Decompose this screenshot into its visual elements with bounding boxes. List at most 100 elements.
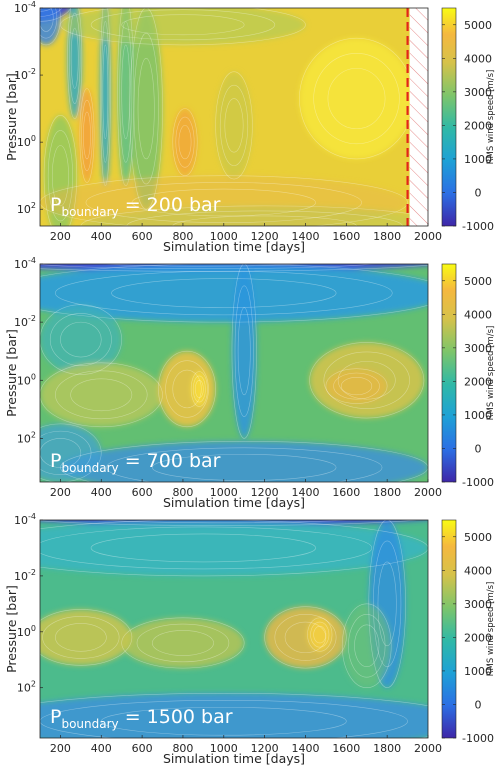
contour-line [40,692,428,738]
contour-line [172,108,198,176]
chart-panel-1: 200 400 600 800 1000 1200 1400 1600 1800 2000 10-… [0,0,500,256]
contour-line [43,115,78,226]
contour-line [354,624,380,668]
colorbar [442,520,456,738]
colorbar-title: RMS wind speed [m/s] [486,582,496,677]
contour-line [284,621,327,654]
x-tick-label: 400 [91,230,112,243]
contour-line [106,447,383,482]
colorbar-ticks: -1000 0 1000 2000 3000 4000 5000 [442,19,494,233]
colorbar-tick-label: -1000 [462,476,494,489]
contour-line [99,8,111,187]
x-tick-label: 1200 [251,230,279,243]
contour-line [70,27,79,89]
contour-line [81,99,93,171]
y-axis-title: Pressure [bar] [4,73,19,161]
contour-line [40,8,58,39]
contour-line [47,130,73,222]
x-tick-label: 1200 [251,486,279,499]
x-tick-label: 1600 [332,486,360,499]
contour-line [42,616,120,659]
contour-line [40,264,428,323]
heatmap-region-3 [40,304,122,375]
contour-line [40,8,54,32]
contour-line [192,375,206,403]
colorbar-tick-label: -1000 [462,732,494,745]
colorbar-tick-label: 5000 [464,531,492,544]
heatmap-region-12 [299,38,414,159]
excluded-region-hatch [409,8,428,226]
contour-line [60,321,102,358]
contour-line [340,377,373,396]
heatmap-region-11 [40,423,102,482]
boundary-annotation: Pboundary = 700 bar [50,450,221,475]
heatmap-region-3 [67,8,82,119]
y-tick-label: 10-2 [14,67,36,82]
contour-line [310,621,330,648]
contour-line [83,111,91,160]
contour-line [55,270,393,316]
heatmap-chart-3: 200 400 600 800 1000 1200 1400 1600 1800 2000 10-… [4,512,496,766]
contour-line [165,360,209,418]
contour-line [234,285,254,417]
contour-line [325,368,388,404]
y-tick-label: 10-2 [14,314,36,329]
contour-line [55,623,107,652]
contour-line [172,369,202,409]
contour-line [85,182,362,223]
heatmap-surface [40,8,428,226]
colorbar-frame [441,263,457,483]
x-tick-label: 1800 [373,742,401,755]
colorbar-tick-label: 5000 [464,19,492,32]
heatmap-region-7 [158,351,216,427]
x-tick-label: 200 [50,742,71,755]
colorbar [442,8,456,226]
heatmap-region-11 [172,108,198,176]
contour-line [158,350,216,428]
x-tick-label: 1400 [291,486,319,499]
colorbar-tick-label: 3000 [464,342,492,355]
y-tick-label: 102 [17,430,36,445]
contour-line [40,520,422,526]
colorbar-tick-label: 1000 [464,665,492,678]
contour-line [377,561,397,647]
contour-line [307,617,333,652]
heatmap-surface [40,264,428,482]
contour-line [67,8,83,119]
boundary-annotation: Pboundary = 1500 bar [50,706,233,731]
contour-line [40,264,377,270]
contour-line [40,175,408,226]
contour-line [90,533,316,563]
y-tick-label: 100 [17,624,36,639]
colorbar-tick-label: 2000 [464,375,492,388]
contour-line [327,68,386,130]
contour-line [40,264,428,272]
contour-line [133,32,159,185]
colorbar-ticks: -1000 0 1000 2000 3000 4000 5000 [442,531,494,745]
contour-line [40,423,102,482]
contour-line [373,540,402,668]
heatmap-region-2 [40,8,61,45]
x-tick-label: 200 [50,486,71,499]
x-tick-label: 1800 [373,486,401,499]
contour-line [121,44,131,140]
chart-panel-3: 200 400 600 800 1000 1200 1400 1600 1800 2000 10-… [0,512,500,768]
contour-line [231,264,257,439]
contour-line [137,58,155,160]
contour-line [337,361,396,400]
y-tick-label: 10-2 [14,568,36,583]
y-axis-title: Pressure [bar] [4,585,19,673]
boundary-annotation: Pboundary = 200 bar [50,194,221,219]
heatmap-region-14 [80,205,428,226]
heatmap-chart-1: 200 400 600 800 1000 1200 1400 1600 1800 2000 10-… [4,0,496,254]
contour-line [264,606,347,669]
contour-line [98,264,309,267]
heatmap-region-4 [100,8,111,186]
contour-line [178,125,192,160]
heatmap-region-4 [231,264,257,439]
contour-line [136,623,230,663]
contour-line [215,71,253,180]
colorbar-tick-label: 4000 [464,52,492,65]
contour-line [102,44,109,140]
x-tick-label: 600 [132,230,153,243]
